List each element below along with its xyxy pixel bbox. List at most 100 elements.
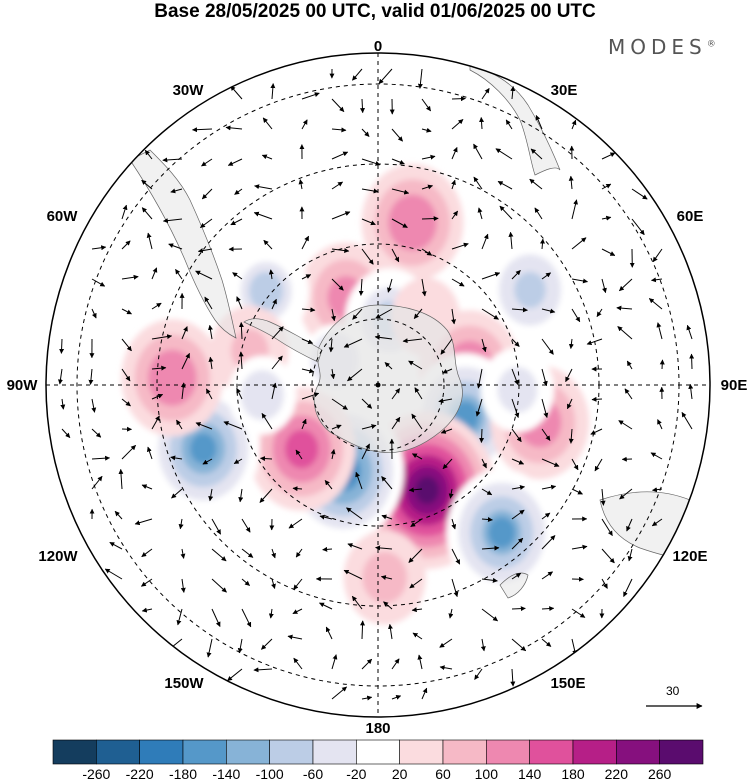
colorbar-swatch [226, 739, 270, 765]
wind-vector [361, 424, 377, 430]
wind-vector [295, 449, 303, 460]
wind-vector [541, 398, 549, 418]
wind-vector [301, 418, 307, 430]
label-lon-150w: 150W [164, 675, 204, 692]
wind-vector [601, 518, 613, 537]
wind-vector [565, 368, 573, 383]
wind-vector [391, 218, 408, 228]
wind-vector [657, 419, 663, 430]
wind-vector [91, 428, 102, 438]
wind-vector [511, 368, 519, 386]
wind-vector [60, 398, 66, 410]
wind-vector [474, 668, 483, 680]
wind-vector [477, 207, 483, 220]
wind-vector [268, 269, 274, 280]
wind-vector [331, 654, 338, 670]
wind-vector [298, 179, 304, 190]
wind-vector [571, 544, 588, 550]
wind-vector [331, 308, 336, 322]
wind-vector [421, 248, 433, 256]
wind-vector [681, 411, 693, 430]
wind-vector [331, 398, 348, 410]
wind-vector [480, 638, 486, 652]
wind-vector [566, 398, 573, 410]
wind-vector [301, 274, 312, 280]
wind-vector [343, 569, 363, 580]
wind-vector [421, 184, 433, 190]
wind-vector [261, 638, 273, 650]
wind-vector [594, 458, 603, 472]
wind-vector [417, 68, 423, 89]
wind-vector [391, 248, 400, 263]
wind-vector [121, 368, 131, 382]
wind-vector [413, 308, 423, 319]
wind-vector [141, 607, 153, 613]
wind-vector [238, 488, 244, 503]
wind-vector [508, 231, 514, 250]
wind-vector [351, 595, 363, 610]
wind-vector [421, 216, 439, 222]
colorbar-tick-label: -60 [302, 766, 324, 782]
wind-vector [421, 687, 428, 700]
south-america-landmass [129, 149, 237, 339]
wind-vector [331, 424, 342, 430]
wind-vector [361, 695, 373, 701]
wind-vector [417, 654, 423, 670]
wind-vector [688, 383, 694, 400]
label-lon-30e: 30E [551, 82, 578, 99]
anomaly-contour [514, 272, 546, 308]
wind-vector [295, 548, 303, 558]
wind-vector [391, 158, 405, 165]
wind-vector [686, 324, 693, 340]
wind-vector [540, 238, 545, 250]
wind-vector [601, 215, 612, 221]
wind-vector [88, 368, 94, 385]
wind-vector [626, 518, 633, 532]
brand-name: MODES [608, 35, 707, 59]
wind-vector [375, 308, 393, 319]
wind-vector [151, 302, 162, 310]
new-zealand-landmass [499, 572, 529, 599]
colorbar-tick-label: -260 [82, 766, 111, 782]
wind-vector [451, 210, 459, 220]
anomaly-contour [497, 366, 538, 413]
wind-vector [178, 518, 184, 530]
wind-vector [202, 458, 213, 465]
wind-vector [292, 608, 303, 615]
wind-vector [104, 568, 123, 580]
wind-vector [151, 267, 158, 280]
wind-vector [652, 248, 663, 263]
wind-vector [451, 179, 456, 190]
wind-vector [271, 298, 277, 310]
wind-vector [571, 488, 583, 495]
wind-vector [225, 125, 243, 131]
label-lon-120e: 120E [672, 548, 707, 565]
wind-vector [511, 307, 528, 313]
wind-vector [241, 518, 251, 533]
wind-vector [201, 188, 213, 200]
wind-vector [451, 96, 466, 102]
wind-vector [134, 518, 153, 526]
label-lon-60w: 60W [47, 208, 79, 225]
wind-vector [271, 382, 277, 400]
wind-vector [199, 218, 213, 229]
wind-vector [601, 278, 607, 294]
wind-vector [596, 308, 603, 318]
wind-vector [651, 518, 663, 527]
wind-vector [227, 668, 243, 682]
wind-vector [481, 233, 489, 250]
wind-vector [568, 175, 574, 190]
wind-vector [361, 188, 379, 194]
wind-vector [421, 278, 427, 297]
wind-vector [451, 308, 457, 325]
colorbar-tick-label: 60 [435, 766, 451, 782]
modes-logo: MODES® [608, 35, 716, 59]
wind-vector [571, 237, 587, 250]
wind-vector [626, 360, 633, 370]
label-lon-90w: 90W [7, 377, 39, 394]
wind-vector [601, 248, 616, 256]
wind-vector [324, 480, 333, 490]
wind-vector [205, 388, 213, 400]
wind-vector [237, 638, 243, 654]
wind-vector [292, 486, 303, 492]
